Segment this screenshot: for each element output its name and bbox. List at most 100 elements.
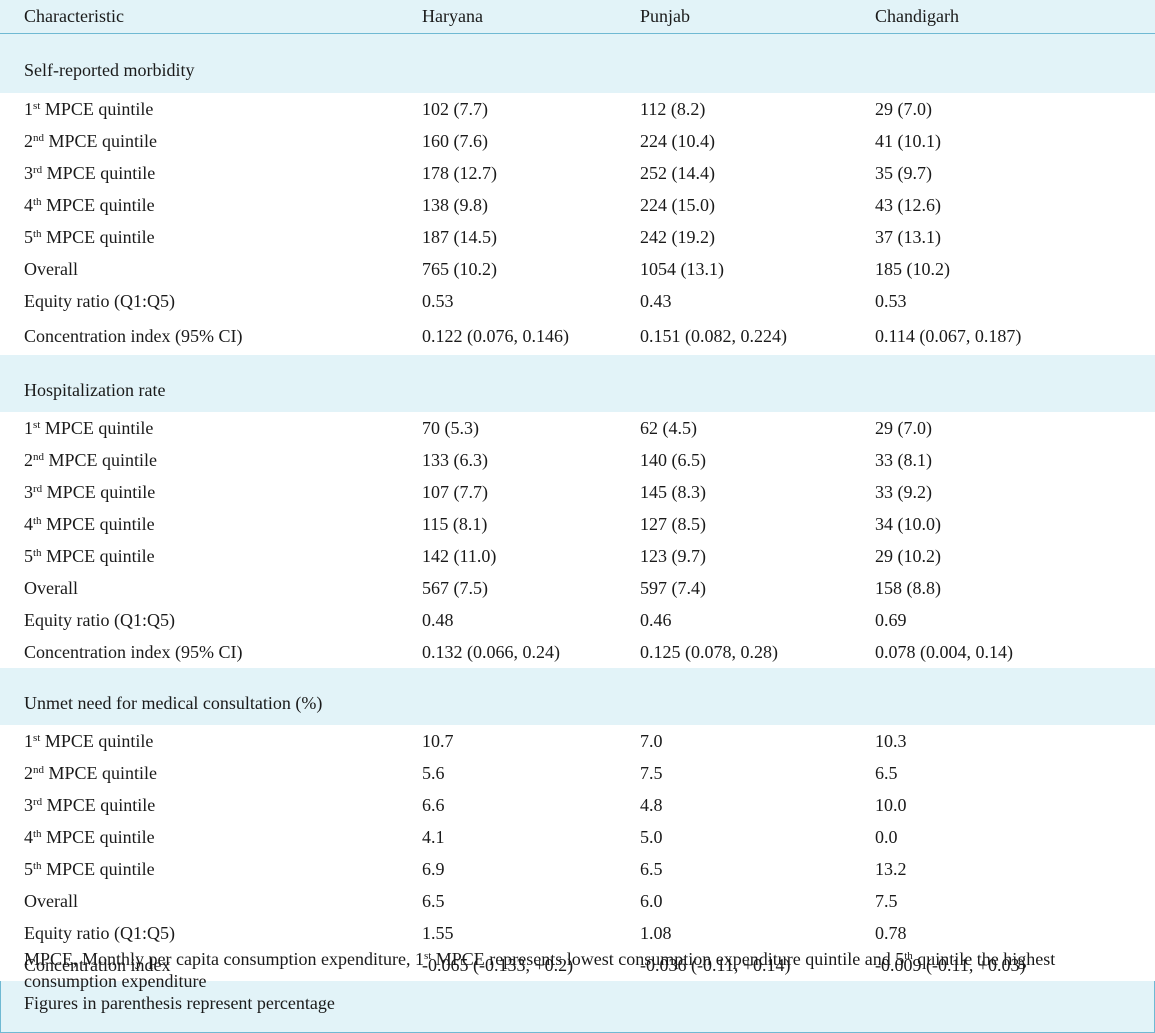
row-label: Concentration index (95% CI)	[0, 636, 398, 668]
table-row: 1st MPCE quintile 102 (7.7) 112 (8.2) 29 (7…	[0, 93, 1155, 125]
row-label: 3rd MPCE quintile	[0, 789, 398, 821]
section-header-row: Hospitalization rate	[0, 355, 1155, 412]
row-label: 4th MPCE quintile	[0, 821, 398, 853]
cell-chandigarh: -0.009 (-0.11, +0.03)	[851, 949, 1155, 981]
cell-punjab: 7.0	[616, 725, 851, 757]
cell-chandigarh: 0.53	[851, 285, 1155, 317]
cell-chandigarh: 43 (12.6)	[851, 189, 1155, 221]
cell-punjab: 224 (15.0)	[616, 189, 851, 221]
cell-punjab: 252 (14.4)	[616, 157, 851, 189]
table-row: Equity ratio (Q1:Q5) 0.48 0.46 0.69	[0, 604, 1155, 636]
cell-haryana: 765 (10.2)	[398, 253, 616, 285]
cell-chandigarh: 6.5	[851, 757, 1155, 789]
cell-punjab: 62 (4.5)	[616, 412, 851, 444]
cell-haryana: 0.48	[398, 604, 616, 636]
ordinal-suffix: th	[33, 227, 42, 240]
cell-chandigarh: 33 (8.1)	[851, 444, 1155, 476]
header-haryana: Haryana	[398, 0, 616, 34]
cell-punjab: 140 (6.5)	[616, 444, 851, 476]
ordinal-suffix: th	[33, 827, 42, 840]
ordinal-suffix: st	[33, 418, 41, 431]
row-label: Overall	[0, 572, 398, 604]
cell-chandigarh: 158 (8.8)	[851, 572, 1155, 604]
ordinal-suffix: nd	[33, 763, 44, 776]
row-label: 2nd MPCE quintile	[0, 125, 398, 157]
table-row: 5th MPCE quintile 187 (14.5) 242 (19.2) 37 …	[0, 221, 1155, 253]
cell-chandigarh: 29 (7.0)	[851, 93, 1155, 125]
quintile-label: MPCE quintile	[44, 449, 158, 470]
row-label: 2nd MPCE quintile	[0, 444, 398, 476]
row-label: 4th MPCE quintile	[0, 508, 398, 540]
cell-punjab: 5.0	[616, 821, 851, 853]
table-row: 2nd MPCE quintile 133 (6.3) 140 (6.5) 33 (8…	[0, 444, 1155, 476]
cell-punjab: 4.8	[616, 789, 851, 821]
section-header-row: Self-reported morbidity	[0, 33, 1155, 93]
table-row: Overall 567 (7.5) 597 (7.4) 158 (8.8)	[0, 572, 1155, 604]
quintile-label: MPCE quintile	[40, 417, 154, 438]
cell-haryana: 567 (7.5)	[398, 572, 616, 604]
row-label: 1st MPCE quintile	[0, 412, 398, 444]
table-row: Overall 765 (10.2) 1054 (13.1) 185 (10.2)	[0, 253, 1155, 285]
footnote-sup: st	[423, 950, 432, 962]
quintile-number: 5	[24, 858, 33, 879]
row-label: 1st MPCE quintile	[0, 93, 398, 125]
header-punjab: Punjab	[616, 0, 851, 34]
table-row: Equity ratio (Q1:Q5) 1.55 1.08 0.78	[0, 917, 1155, 949]
quintile-label: MPCE quintile	[44, 130, 158, 151]
cell-haryana: 178 (12.7)	[398, 157, 616, 189]
section-title: Hospitalization rate	[0, 355, 1155, 412]
ordinal-suffix: nd	[33, 131, 44, 144]
table-row: 2nd MPCE quintile 160 (7.6) 224 (10.4) 41 (…	[0, 125, 1155, 157]
cell-haryana: 138 (9.8)	[398, 189, 616, 221]
quintile-number: 4	[24, 826, 33, 847]
cell-punjab: 112 (8.2)	[616, 93, 851, 125]
quintile-number: 1	[24, 730, 33, 751]
table-row: 5th MPCE quintile 142 (11.0) 123 (9.7) 29 (…	[0, 540, 1155, 572]
cell-punjab: 0.125 (0.078, 0.28)	[616, 636, 851, 668]
quintile-number: 4	[24, 194, 33, 215]
quintile-number: 2	[24, 449, 33, 470]
row-label: Overall	[0, 885, 398, 917]
cell-haryana: 133 (6.3)	[398, 444, 616, 476]
cell-haryana: 6.9	[398, 853, 616, 885]
quintile-label: MPCE quintile	[41, 226, 155, 247]
section-header-row: Unmet need for medical consultation (%)	[0, 668, 1155, 725]
header-chandigarh: Chandigarh	[851, 0, 1155, 34]
row-label: 4th MPCE quintile	[0, 189, 398, 221]
cell-punjab: 242 (19.2)	[616, 221, 851, 253]
cell-chandigarh: 29 (7.0)	[851, 412, 1155, 444]
header-row: Characteristic Haryana Punjab Chandigarh	[0, 0, 1155, 34]
cell-haryana: 187 (14.5)	[398, 221, 616, 253]
table-row: 5th MPCE quintile 6.9 6.5 13.2	[0, 853, 1155, 885]
quintile-number: 5	[24, 226, 33, 247]
quintile-label: MPCE quintile	[44, 762, 158, 783]
quintile-label: MPCE quintile	[41, 194, 155, 215]
cell-chandigarh: 0.78	[851, 917, 1155, 949]
cell-haryana: 5.6	[398, 757, 616, 789]
quintile-number: 2	[24, 762, 33, 783]
header-characteristic: Characteristic	[0, 0, 398, 34]
row-label: Concentration index	[0, 949, 398, 981]
table-row: Concentration index (95% CI) 0.122 (0.076…	[0, 317, 1155, 355]
quintile-label: MPCE quintile	[40, 730, 154, 751]
ordinal-suffix: th	[33, 546, 42, 559]
row-label: 3rd MPCE quintile	[0, 157, 398, 189]
quintile-label: MPCE quintile	[42, 481, 156, 502]
quintile-number: 2	[24, 130, 33, 151]
quintile-label: MPCE quintile	[41, 545, 155, 566]
row-label: 5th MPCE quintile	[0, 540, 398, 572]
row-label: 1st MPCE quintile	[0, 725, 398, 757]
ordinal-suffix: rd	[33, 795, 43, 808]
row-label: 2nd MPCE quintile	[0, 757, 398, 789]
table-row: 3rd MPCE quintile 178 (12.7) 252 (14.4) 35 …	[0, 157, 1155, 189]
cell-chandigarh: 10.3	[851, 725, 1155, 757]
table-row: 1st MPCE quintile 10.7 7.0 10.3	[0, 725, 1155, 757]
cell-chandigarh: 35 (9.7)	[851, 157, 1155, 189]
row-label: Equity ratio (Q1:Q5)	[0, 604, 398, 636]
cell-haryana: 0.122 (0.076, 0.146)	[398, 317, 616, 355]
data-table: Characteristic Haryana Punjab Chandigarh…	[0, 0, 1155, 981]
cell-chandigarh: 0.078 (0.004, 0.14)	[851, 636, 1155, 668]
cell-haryana: 10.7	[398, 725, 616, 757]
cell-punjab: 127 (8.5)	[616, 508, 851, 540]
cell-haryana: 160 (7.6)	[398, 125, 616, 157]
